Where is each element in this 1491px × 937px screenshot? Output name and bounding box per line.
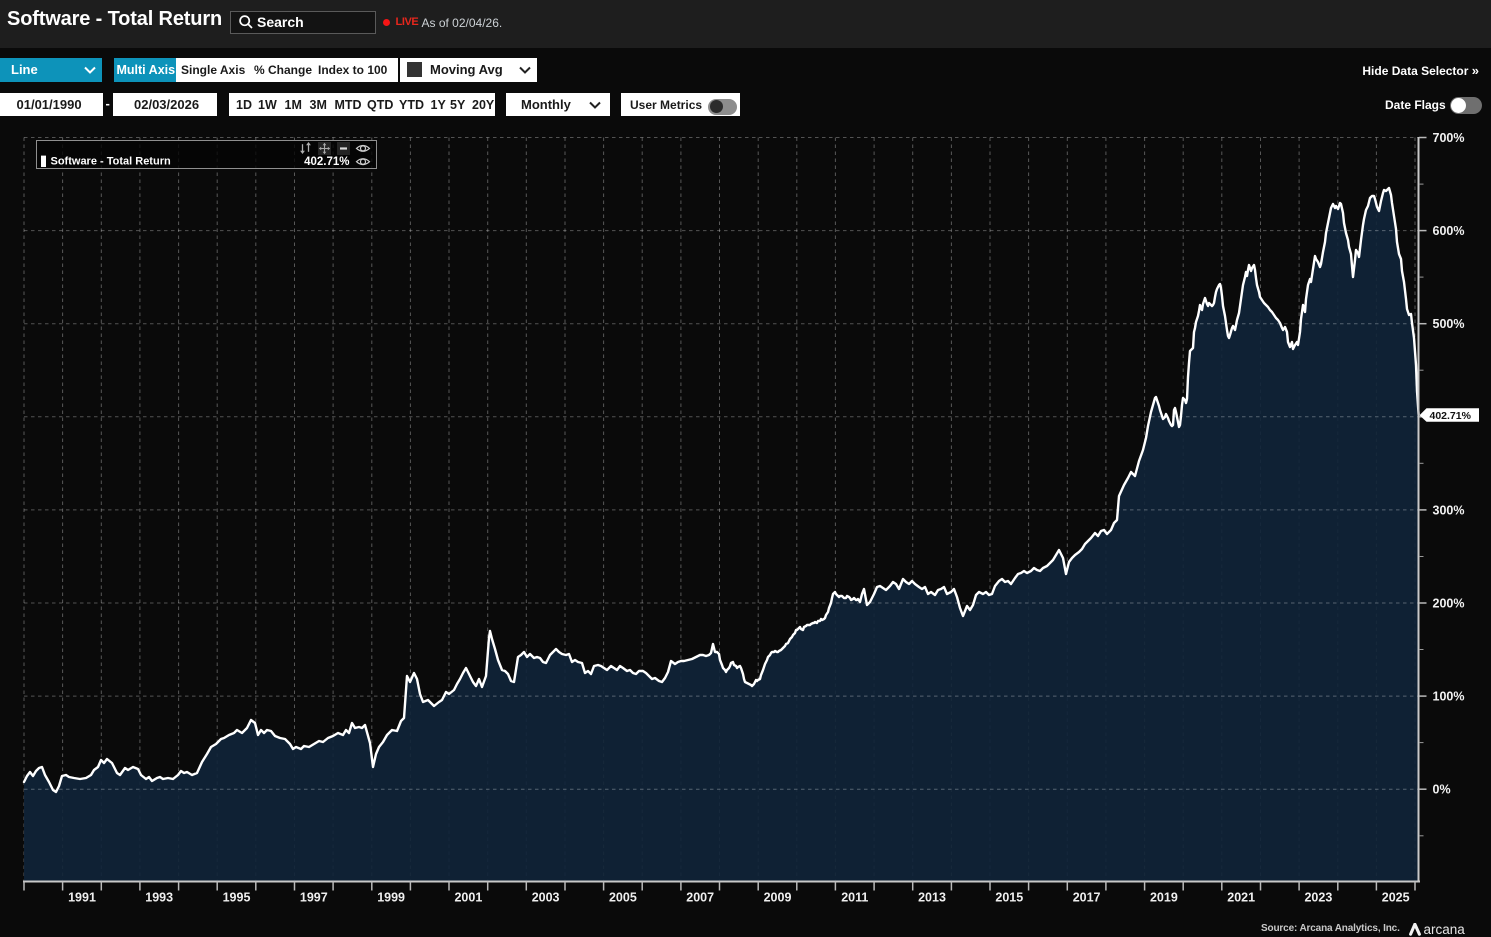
svg-text:2007: 2007 — [686, 891, 714, 905]
svg-text:2015: 2015 — [995, 891, 1023, 905]
svg-text:700%: 700% — [1433, 131, 1465, 145]
svg-text:2009: 2009 — [764, 891, 792, 905]
svg-text:0%: 0% — [1433, 783, 1451, 797]
svg-text:402.71%: 402.71% — [304, 156, 349, 167]
svg-text:2025: 2025 — [1382, 891, 1410, 905]
svg-text:2023: 2023 — [1304, 891, 1332, 905]
svg-text:Software - Total Return: Software - Total Return — [51, 156, 171, 167]
svg-text:2013: 2013 — [918, 891, 946, 905]
svg-text:2011: 2011 — [841, 891, 868, 905]
svg-text:1995: 1995 — [223, 891, 251, 905]
svg-text:2019: 2019 — [1150, 891, 1178, 905]
svg-text:1991: 1991 — [68, 891, 96, 905]
svg-text:402.71%: 402.71% — [1430, 410, 1472, 422]
svg-text:600%: 600% — [1433, 224, 1465, 238]
svg-text:2017: 2017 — [1073, 891, 1101, 905]
svg-text:2003: 2003 — [532, 891, 560, 905]
svg-text:2005: 2005 — [609, 891, 637, 905]
svg-text:2021: 2021 — [1227, 891, 1255, 905]
svg-text:1997: 1997 — [300, 891, 328, 905]
svg-text:1999: 1999 — [377, 891, 405, 905]
svg-text:200%: 200% — [1433, 597, 1465, 611]
svg-text:1993: 1993 — [145, 891, 173, 905]
svg-text:300%: 300% — [1433, 503, 1465, 517]
svg-text:arcana: arcana — [1424, 923, 1466, 936]
svg-text:500%: 500% — [1433, 317, 1465, 331]
svg-text:100%: 100% — [1433, 690, 1465, 704]
svg-text:2001: 2001 — [454, 891, 482, 905]
